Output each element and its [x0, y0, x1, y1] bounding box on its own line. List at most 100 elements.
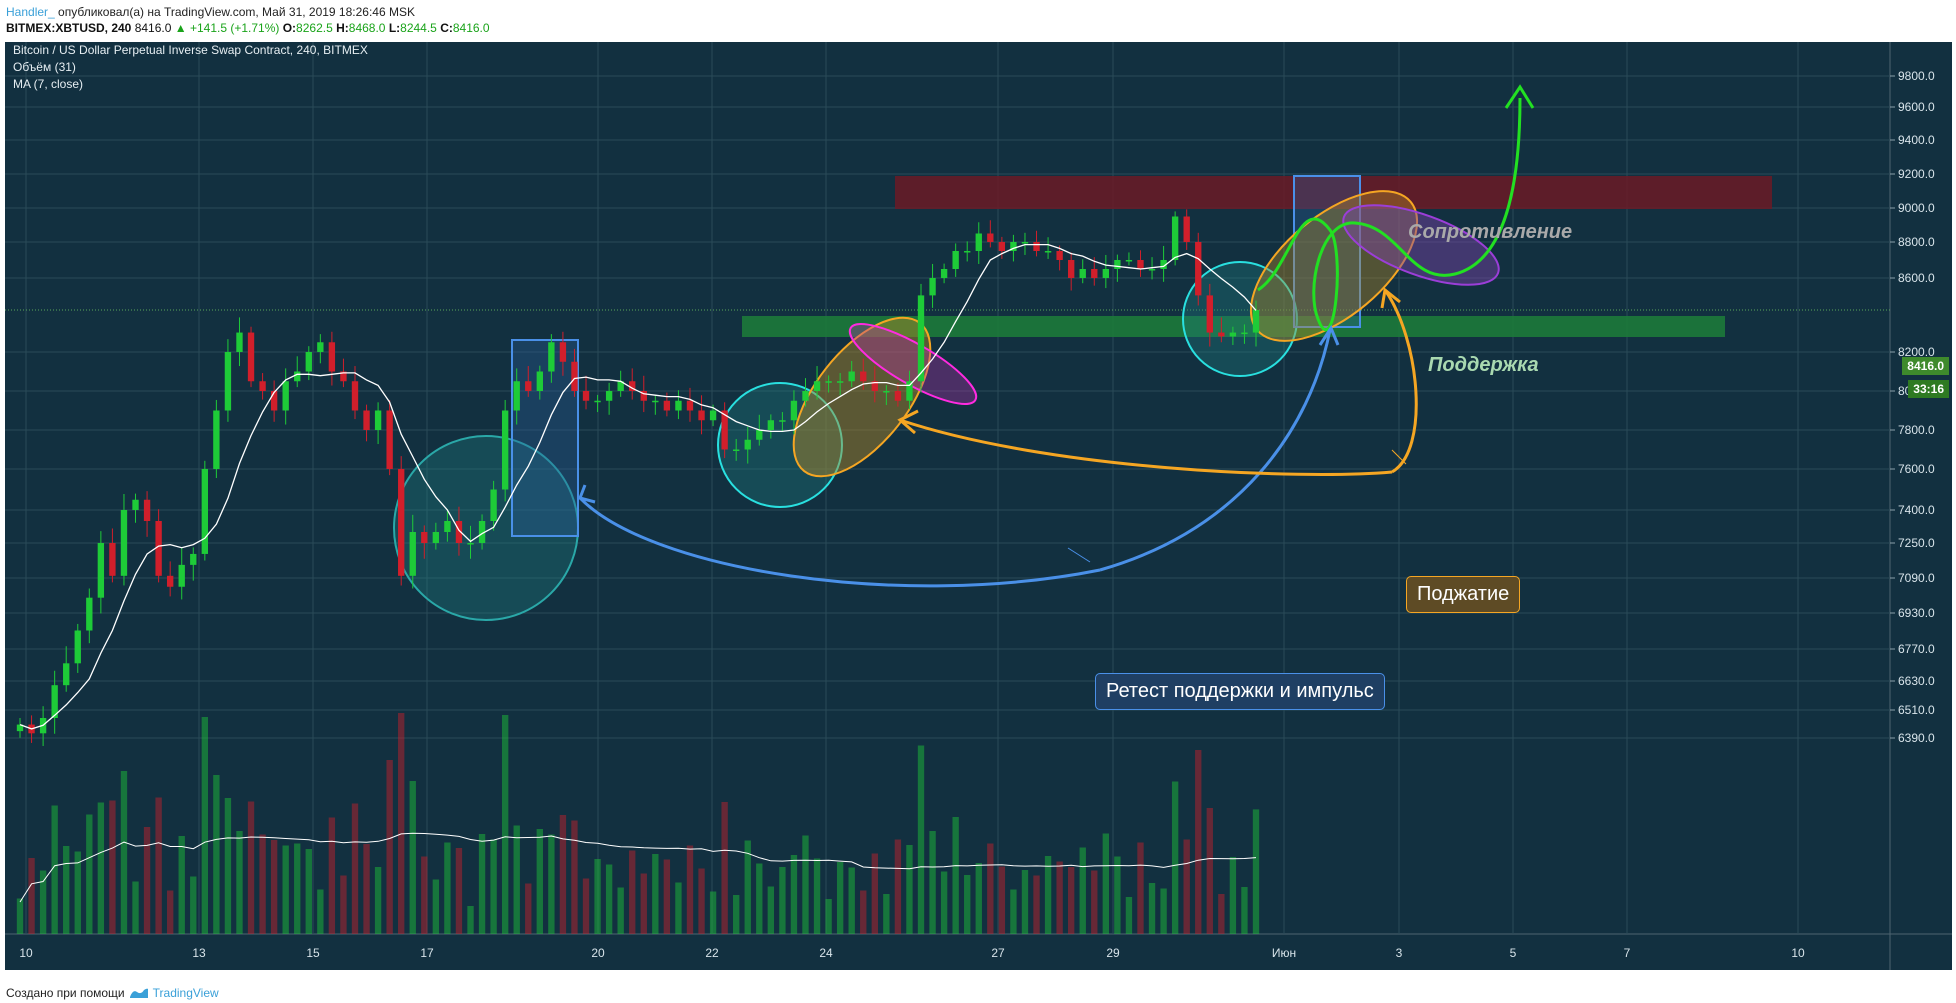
candle-body — [929, 278, 936, 296]
time-tick-label: 22 — [705, 946, 719, 960]
candle-body — [848, 371, 855, 382]
candle-body — [1033, 242, 1040, 251]
volume-bar — [270, 840, 278, 934]
volume-bar — [39, 870, 47, 934]
squeeze-callout-line — [1391, 449, 1407, 465]
volume-bar — [1160, 888, 1167, 934]
volume-bar — [940, 871, 948, 934]
volume-bar — [259, 834, 266, 934]
candle-body — [213, 410, 220, 469]
candle-body — [952, 251, 959, 269]
candle-body — [432, 532, 440, 543]
candle-body — [1102, 269, 1110, 278]
price-tick-label: 8800.0 — [1898, 235, 1935, 249]
open-label: O: — [282, 21, 297, 35]
high-value: 8468.0 — [348, 21, 386, 35]
candle-body — [1114, 260, 1121, 269]
legend-ma[interactable]: MA (7, close) — [13, 77, 84, 91]
volume-bar — [1021, 870, 1029, 934]
volume-bar — [51, 805, 58, 934]
current-price-tag: 8416.0 — [1902, 357, 1949, 375]
retest-callout-line — [1067, 547, 1091, 563]
volume-bar — [871, 853, 878, 934]
candle-body — [721, 410, 728, 450]
price-axis[interactable]: 9800.0 9600.0 9400.0 9200.0 9000.0 8800.0 8600… — [1890, 69, 1935, 745]
candle-body — [421, 532, 428, 543]
volume-bar — [143, 827, 151, 934]
volume-bar — [825, 899, 832, 934]
volume-bar — [1091, 870, 1098, 934]
candle-body — [455, 521, 463, 543]
chart-area[interactable]: 9800.0 9600.0 9400.0 9200.0 9000.0 8800.0 8600… — [0, 40, 1956, 993]
ma-line — [19, 243, 1257, 730]
volume-bar — [1056, 861, 1063, 934]
publish-info: опубликовал(а) на TradingView.com, Май 3… — [58, 5, 415, 19]
volume-bar — [594, 859, 601, 934]
tradingview-logo-icon — [129, 988, 148, 998]
candle-body — [605, 391, 613, 401]
price-tick-label: 9800.0 — [1898, 69, 1935, 83]
volume-bar — [63, 846, 70, 934]
volume-bar — [351, 803, 359, 934]
publish-line: Handler_ опубликовал(а) на TradingView.c… — [6, 5, 415, 19]
volume-ma-line — [19, 832, 1257, 903]
legend-volume[interactable]: Объём (31) — [13, 60, 76, 74]
candle-body — [444, 521, 451, 532]
volume-bar — [1171, 781, 1179, 934]
candle-body — [490, 489, 497, 521]
volume-bar — [86, 814, 93, 934]
plot-background — [5, 42, 1890, 934]
candle-body — [1010, 242, 1017, 251]
volume-bar — [1206, 808, 1213, 934]
volume-bar — [559, 815, 567, 934]
volume-bar — [467, 906, 474, 934]
price-tick-label: 9400.0 — [1898, 133, 1935, 147]
candle-body — [1229, 332, 1237, 337]
tradingview-link[interactable]: TradingView — [152, 986, 219, 1000]
volume-bar — [247, 801, 255, 934]
candle-body — [1091, 269, 1098, 278]
arrows-layer — [578, 84, 1535, 588]
volume-bar — [340, 875, 347, 934]
volume-bar — [432, 879, 440, 934]
time-tick-label: 10 — [1791, 946, 1805, 960]
price-chart[interactable]: 9800.0 9600.0 9400.0 9200.0 9000.0 8800.0 8600… — [0, 40, 1956, 993]
volume-bar — [836, 862, 844, 934]
volume-bar — [421, 856, 428, 934]
volume-bar — [317, 889, 324, 934]
candle-body — [190, 553, 197, 565]
candle-body — [1183, 216, 1190, 242]
candle-body — [1241, 332, 1248, 335]
squeeze-arrow-left — [899, 418, 1393, 476]
price-tick-label: 7090.0 — [1898, 571, 1935, 585]
symbol-label: BITMEX:XBTUSD, 240 — [6, 21, 132, 35]
squeeze-arrowhead-right — [1380, 287, 1401, 309]
time-tick-label: 24 — [819, 946, 833, 960]
candle-body — [987, 233, 994, 242]
squeeze-arrowhead-left — [897, 409, 919, 435]
volume-bar — [605, 864, 613, 934]
candle-body — [224, 352, 232, 411]
time-tick-label: 17 — [420, 946, 434, 960]
candle-body — [132, 499, 139, 510]
candle-body — [917, 295, 925, 382]
volume-bar — [733, 895, 740, 934]
price-tick-label: 7400.0 — [1898, 503, 1935, 517]
impulse-box-2 — [1293, 175, 1361, 328]
candle-body — [675, 400, 682, 411]
candle-body — [51, 685, 58, 718]
author-link[interactable]: Handler_ — [6, 5, 55, 19]
candle-body — [259, 381, 266, 391]
volume-bar — [767, 886, 775, 934]
candle-body — [1068, 260, 1075, 278]
volume-bar — [409, 781, 416, 934]
resistance-zone — [895, 176, 1772, 209]
candle-body — [1021, 242, 1029, 244]
squeeze-callout: Поджатие — [1406, 576, 1521, 613]
candle-body — [1206, 295, 1213, 333]
volume-bar — [744, 840, 751, 934]
retest-arrowhead-right — [1318, 324, 1340, 346]
candle-body — [294, 371, 301, 382]
time-axis[interactable]: 10 13 15 17 20 22 24 27 29 Июн 3 5 7 10 — [19, 946, 1805, 960]
volume-bar — [790, 855, 798, 934]
